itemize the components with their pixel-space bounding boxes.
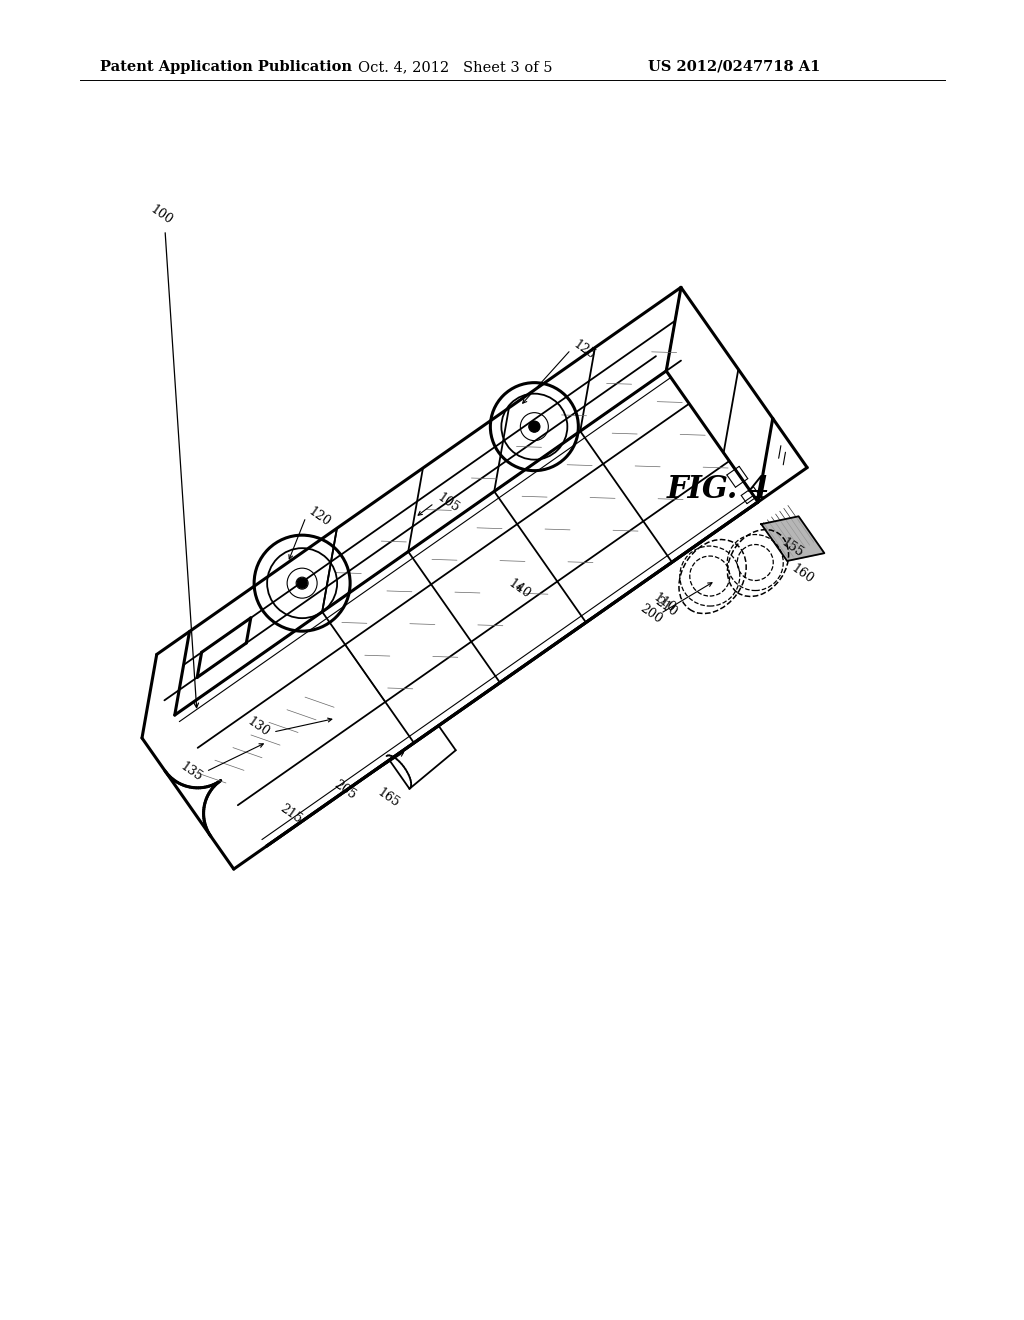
Text: 125: 125 xyxy=(571,338,598,362)
Text: 135: 135 xyxy=(177,759,205,784)
Text: FIG. 4: FIG. 4 xyxy=(667,474,770,506)
Circle shape xyxy=(297,578,307,589)
Text: 155: 155 xyxy=(778,536,805,560)
Text: Oct. 4, 2012   Sheet 3 of 5: Oct. 4, 2012 Sheet 3 of 5 xyxy=(358,59,553,74)
Text: 100: 100 xyxy=(148,203,175,227)
Text: 215: 215 xyxy=(278,803,305,826)
Text: 120: 120 xyxy=(306,506,333,529)
Text: 165: 165 xyxy=(375,785,401,809)
Polygon shape xyxy=(761,516,824,561)
Text: Patent Application Publication: Patent Application Publication xyxy=(100,59,352,74)
Text: 160: 160 xyxy=(788,562,816,586)
Text: 200: 200 xyxy=(637,602,664,626)
Circle shape xyxy=(529,421,540,432)
Text: 130: 130 xyxy=(245,715,271,739)
Text: 205: 205 xyxy=(332,777,358,801)
Text: 110: 110 xyxy=(650,591,678,615)
Text: 210: 210 xyxy=(653,595,680,619)
Text: US 2012/0247718 A1: US 2012/0247718 A1 xyxy=(648,59,820,74)
Text: 105: 105 xyxy=(434,491,461,515)
Text: 140: 140 xyxy=(506,577,532,601)
